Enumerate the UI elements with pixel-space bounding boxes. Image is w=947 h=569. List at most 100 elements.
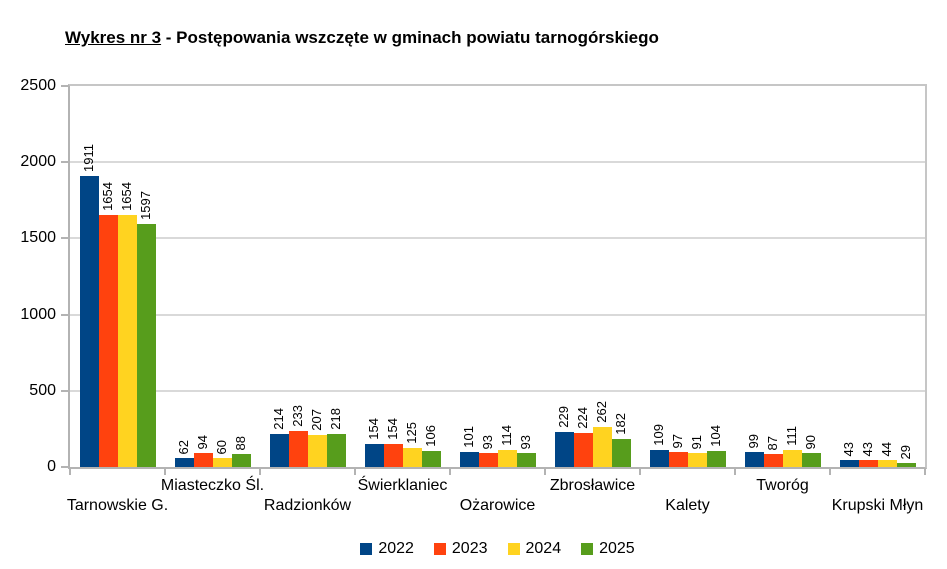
bar-2025-kalety: [706, 451, 726, 467]
bar-2024-tworog: [782, 450, 802, 467]
legend-swatch-2025: [581, 543, 594, 555]
bar-2023-kalety: [668, 452, 688, 467]
chart-title: Wykres nr 3 - Postępowania wszczęte w gm…: [65, 28, 659, 48]
bar-2023-tarnowskie-g: [98, 215, 118, 467]
bar-2022-tarnowskie-g: [79, 176, 99, 467]
bar-value-label-2023-radzionkow: 233: [290, 405, 305, 427]
y-gridline-2000: [70, 161, 925, 164]
bar-value-label-2023-swierklaniec: 154: [385, 418, 400, 440]
bar-2025-zbroslawice: [611, 439, 631, 467]
y-axis-label-2500: 2500: [20, 77, 56, 94]
bar-2024-ozarowice: [497, 450, 517, 467]
chart-title-number: Wykres nr 3: [65, 28, 162, 47]
x-axis-tick-2: [259, 469, 261, 475]
x-axis-tick-6: [639, 469, 641, 475]
bar-2025-tarnowskie-g: [136, 224, 156, 467]
bar-value-label-2025-tarnowskie-g: 1597: [138, 191, 153, 220]
bar-2024-radzionkow: [307, 435, 327, 467]
y-axis-label-1000: 1000: [20, 305, 56, 323]
x-axis-label-swierklaniec: Świerklaniec: [357, 477, 448, 494]
bar-2022-tworog: [744, 452, 764, 467]
x-axis-label-tworog: Tworóg: [756, 477, 809, 494]
bar-value-label-2023-miasteczko-sl: 94: [195, 434, 210, 449]
bar-value-label-2022-swierklaniec: 154: [366, 418, 381, 440]
y-axis-tick-2500: [61, 85, 68, 87]
bar-value-label-2025-kalety: 104: [708, 425, 723, 447]
legend-swatch-2022: [360, 543, 373, 555]
bar-value-label-2024-kalety: 91: [689, 434, 704, 449]
bar-value-label-2023-tarnowskie-g: 1654: [100, 182, 115, 211]
bar-value-label-2022-ozarowice: 101: [461, 426, 476, 448]
bar-2025-swierklaniec: [421, 451, 441, 467]
bar-value-label-2024-miasteczko-sl: 60: [214, 439, 229, 454]
bar-2025-radzionkow: [326, 434, 346, 467]
y-axis-tick-500: [61, 389, 68, 392]
x-axis-tick-7: [734, 469, 736, 475]
y-axis-tick-1500: [61, 237, 68, 240]
bar-2022-zbroslawice: [554, 432, 574, 467]
y-gridline-1000: [70, 313, 925, 316]
y-axis-label-2000: 2000: [20, 153, 56, 171]
legend-label-2025: 2025: [599, 540, 635, 557]
bar-value-label-2025-swierklaniec: 106: [423, 425, 438, 447]
bar-value-label-2023-krupski-mlyn: 43: [860, 441, 875, 456]
legend-item-2025: 2025: [581, 539, 635, 559]
bar-2023-miasteczko-sl: [193, 453, 213, 467]
y-axis-tick-0: [61, 466, 68, 468]
x-axis-label-krupski-mlyn: Krupski Młyn: [831, 497, 924, 514]
x-axis-label-kalety: Kalety: [665, 497, 710, 514]
x-axis-label-zbroslawice: Zbrosławice: [549, 477, 636, 494]
bar-value-label-2024-tworog: 111: [784, 426, 799, 446]
legend-label-2024: 2024: [525, 540, 562, 557]
x-axis-tick-8: [829, 469, 831, 475]
bar-value-label-2022-zbroslawice: 229: [556, 406, 571, 428]
y-gridline-500: [70, 389, 925, 392]
bar-value-label-2024-krupski-mlyn: 44: [879, 441, 894, 456]
legend-swatch-2023: [433, 543, 446, 555]
y-axis-tick-2000: [61, 161, 68, 164]
bar-value-label-2023-kalety: 97: [670, 433, 685, 448]
legend-swatch-2024: [507, 543, 520, 555]
legend-label-2023: 2023: [451, 540, 488, 557]
bar-2024-krupski-mlyn: [877, 460, 897, 467]
bar-value-label-2022-miasteczko-sl: 62: [176, 439, 191, 454]
legend-item-2024: 2024: [507, 539, 562, 559]
x-axis-label-radzionkow: Radzionków: [263, 497, 352, 514]
bar-value-label-2024-radzionkow: 207: [309, 409, 324, 431]
bar-value-label-2022-radzionkow: 214: [271, 408, 286, 430]
bar-2022-swierklaniec: [364, 444, 384, 467]
legend-label-2022: 2022: [378, 540, 414, 557]
x-axis-tick-1: [164, 469, 166, 475]
y-axis-tick-1000: [61, 313, 68, 316]
bar-value-label-2025-krupski-mlyn: 29: [898, 444, 913, 459]
bar-value-label-2022-tworog: 99: [746, 433, 761, 448]
bar-value-label-2023-tworog: 87: [765, 435, 780, 450]
bar-value-label-2022-kalety: 109: [651, 424, 666, 446]
bar-value-label-2022-tarnowskie-g: 1911: [81, 144, 96, 172]
bar-value-label-2023-ozarowice: 93: [480, 434, 495, 449]
plot-area: 1911 1654 1654 1597 62 94 60 88 214 233 207 218 154 1…: [68, 84, 927, 469]
y-gridline-1500: [70, 237, 925, 240]
bar-value-label-2024-ozarowice: 114: [499, 425, 514, 446]
bar-2024-zbroslawice: [592, 427, 612, 467]
bar-2023-krupski-mlyn: [858, 460, 878, 467]
bar-2025-miasteczko-sl: [231, 454, 251, 467]
bar-value-label-2025-miasteczko-sl: 88: [233, 435, 248, 450]
bar-2023-zbroslawice: [573, 433, 593, 467]
bar-value-label-2025-zbroslawice: 182: [613, 413, 628, 435]
x-axis-tick-9: [924, 469, 926, 475]
bar-value-label-2023-zbroslawice: 224: [575, 407, 590, 429]
bar-value-label-2024-zbroslawice: 262: [594, 401, 609, 423]
y-axis-label-500: 500: [29, 381, 56, 399]
bar-2022-radzionkow: [269, 434, 289, 467]
bar-2022-krupski-mlyn: [839, 460, 859, 467]
x-axis-tick-3: [354, 469, 356, 475]
bar-value-label-2024-swierklaniec: 125: [404, 422, 419, 444]
x-axis-label-tarnowskie-g: Tarnowskie G.: [66, 497, 169, 514]
bar-2022-miasteczko-sl: [174, 458, 194, 467]
bar-2024-tarnowskie-g: [117, 215, 137, 467]
bar-2022-kalety: [649, 450, 669, 467]
x-axis-label-ozarowice: Ożarowice: [459, 497, 536, 514]
bar-value-label-2025-ozarowice: 93: [518, 434, 533, 449]
bar-value-label-2022-krupski-mlyn: 43: [841, 441, 856, 456]
